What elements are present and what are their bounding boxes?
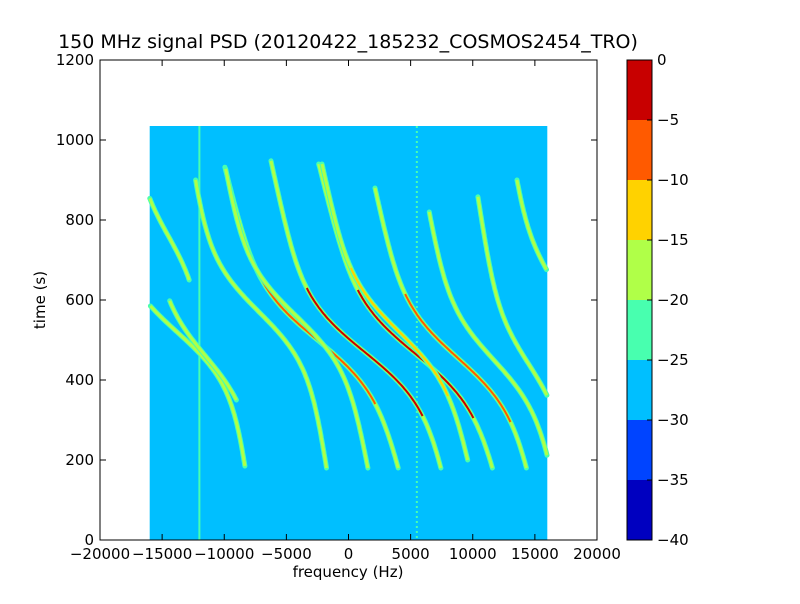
- colorbar-tick-label: −5: [657, 111, 679, 129]
- signal-trace: [476, 196, 549, 396]
- x-tick-label: 10000: [449, 545, 497, 563]
- colorbar-tick-label: −20: [657, 291, 689, 309]
- signal-trace: [168, 300, 238, 401]
- y-tick-label: 600: [65, 291, 94, 309]
- colorbar-tick-label: −40: [657, 531, 689, 549]
- signal-trace: [148, 197, 191, 281]
- y-tick-label: 200: [65, 451, 94, 469]
- x-tick-label: 15000: [511, 545, 559, 563]
- heatmap-background: [149, 126, 548, 540]
- colorbar-tick-label: 0: [657, 51, 667, 69]
- colorbar-segment: [627, 60, 652, 120]
- signal-trace: [194, 179, 328, 469]
- colorbar-segment: [627, 360, 652, 420]
- x-tick-label: −10000: [194, 545, 254, 563]
- y-tick-label: 400: [65, 371, 94, 389]
- colorbar-segment: [627, 240, 652, 300]
- y-tick-label: 1200: [56, 51, 94, 69]
- colorbar-tick-label: −15: [657, 231, 689, 249]
- x-tick-label: −5000: [261, 545, 312, 563]
- signal-trace: [515, 179, 548, 271]
- signal-trace-peak: [350, 267, 449, 397]
- colorbar-tick-label: −10: [657, 171, 689, 189]
- x-tick-label: −20000: [70, 545, 130, 563]
- x-tick-label: 5000: [392, 545, 430, 563]
- y-tick-label: 0: [84, 531, 94, 549]
- signal-trace: [149, 304, 247, 467]
- x-axis-label: frequency (Hz): [293, 563, 404, 581]
- plot-area: −20000 −15000 −10000 −5000 0 5000 10000 15000 20…: [56, 51, 621, 563]
- colorbar-tick-label: −35: [657, 471, 689, 489]
- signal-trace: [427, 211, 549, 456]
- signal-trace-peak: [305, 287, 424, 417]
- x-tick-label: 20000: [573, 545, 621, 563]
- y-tick-label: 800: [65, 211, 94, 229]
- colorbar: −40 −35 −30 −25 −20 −15 −10 −5 0: [626, 51, 689, 549]
- y-tick-label: 1000: [56, 131, 94, 149]
- signal-trace-peak: [356, 289, 475, 419]
- chart-title: 150 MHz signal PSD (20120422_185232_COSM…: [58, 31, 638, 53]
- colorbar-tick-label: −30: [657, 411, 689, 429]
- colorbar-segment: [627, 120, 652, 180]
- x-tick-label: −15000: [132, 545, 192, 563]
- colorbar-segment: [627, 480, 652, 540]
- signal-trace: [224, 168, 370, 469]
- colorbar-tick-label: −25: [657, 351, 689, 369]
- colorbar-segment: [627, 180, 652, 240]
- colorbar-segment: [627, 420, 652, 480]
- signal-trace-peak: [404, 293, 512, 423]
- x-tick-label: 0: [344, 545, 354, 563]
- colorbar-segment: [627, 300, 652, 360]
- y-axis-label: time (s): [31, 271, 49, 329]
